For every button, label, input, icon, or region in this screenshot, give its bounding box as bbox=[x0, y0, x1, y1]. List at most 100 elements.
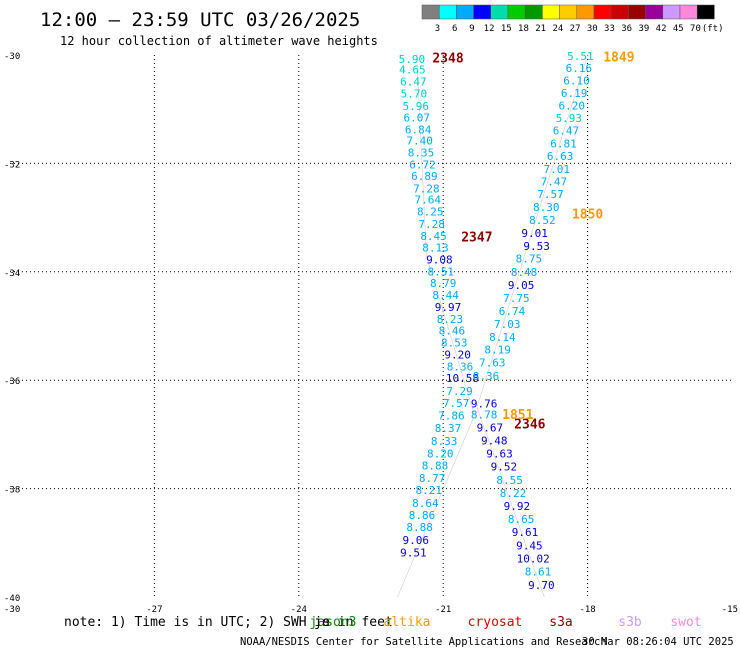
scale-label: 9 bbox=[469, 24, 474, 34]
wave-height-label: 9.61 bbox=[512, 526, 539, 539]
wave-height-label: 8.65 bbox=[508, 513, 535, 526]
y-tick-label: -36 bbox=[4, 377, 20, 387]
x-tick-label: -21 bbox=[435, 605, 451, 615]
chart-subtitle: 12 hour collection of altimeter wave hei… bbox=[60, 34, 378, 48]
y-tick-label: -30 bbox=[4, 52, 20, 62]
wave-height-label: 9.97 bbox=[435, 301, 462, 314]
wave-height-label: 8.77 bbox=[419, 472, 446, 485]
wave-height-label: 9.70 bbox=[528, 579, 555, 592]
track-line bbox=[397, 54, 475, 598]
wave-height-label: 7.01 bbox=[544, 163, 571, 176]
y-tick-label: -40 bbox=[4, 594, 20, 604]
wave-height-label: 9.48 bbox=[481, 434, 508, 447]
wave-height-label: 8.35 bbox=[408, 147, 435, 160]
scale-label: 18 bbox=[518, 24, 529, 34]
scale-label: 3 bbox=[435, 24, 440, 34]
scale-swatch bbox=[576, 4, 595, 20]
wave-height-label: 9.92 bbox=[504, 500, 531, 513]
scale-swatch bbox=[696, 4, 715, 20]
wave-height-label: 7.63 bbox=[479, 356, 506, 369]
satellite-legend-item: altika bbox=[384, 615, 431, 630]
track-line bbox=[476, 54, 588, 598]
wave-height-label: 8.22 bbox=[500, 487, 527, 500]
scale-swatch bbox=[593, 4, 612, 20]
wave-height-label: 8.88 bbox=[422, 459, 449, 472]
time-label: 2347 bbox=[461, 231, 492, 246]
wave-height-label: 9.76 bbox=[471, 398, 498, 411]
scale-label: 45 bbox=[673, 24, 684, 34]
wave-height-label: 7.47 bbox=[541, 175, 568, 188]
scale-swatch bbox=[610, 4, 629, 20]
wave-height-label: 8.36 bbox=[447, 361, 474, 374]
satellite-legend: jason3 altika cryosat s3a s3b swot je bbox=[310, 615, 702, 630]
wave-height-label: 8.52 bbox=[529, 214, 556, 227]
wave-height-label: 10.58 bbox=[446, 372, 479, 385]
wave-height-label: 8.36 bbox=[473, 370, 500, 383]
wave-height-label: 10.02 bbox=[517, 553, 550, 566]
wave-height-label: 6.63 bbox=[547, 150, 574, 163]
legend-overlap-text: je bbox=[314, 615, 330, 630]
satellite-legend-item: cryosat bbox=[468, 615, 523, 630]
wave-height-label: 8.20 bbox=[427, 447, 454, 460]
wave-height-label: 7.57 bbox=[537, 188, 564, 201]
wave-height-label: 6.74 bbox=[499, 305, 526, 318]
time-label: 2348 bbox=[432, 52, 463, 67]
wave-height-label: 8.30 bbox=[533, 201, 560, 214]
scale-swatch bbox=[473, 4, 492, 20]
wave-height-label: 5.96 bbox=[403, 100, 430, 113]
time-label: 1849 bbox=[603, 51, 634, 66]
wave-height-label: 8.13 bbox=[422, 241, 449, 254]
scale-swatch bbox=[559, 4, 578, 20]
wave-height-label: 6.07 bbox=[403, 111, 430, 124]
wave-height-label: 8.48 bbox=[511, 266, 538, 279]
satellite-legend-item: jason3 bbox=[310, 615, 357, 630]
scale-label: 21 bbox=[535, 24, 546, 34]
scale-label: 30 bbox=[587, 24, 598, 34]
wave-height-label: 6.89 bbox=[411, 170, 438, 183]
wave-height-label: 8.23 bbox=[437, 313, 464, 326]
wave-height-label: 7.29 bbox=[446, 385, 473, 398]
x-tick-label: -18 bbox=[579, 605, 595, 615]
scale-swatch bbox=[542, 4, 560, 20]
satellite-tracks bbox=[397, 54, 588, 598]
wave-height-label: 8.25 bbox=[417, 206, 444, 219]
x-tick-label: -15 bbox=[722, 605, 738, 615]
scale-swatch bbox=[662, 4, 681, 20]
wave-height-label: 8.53 bbox=[441, 336, 468, 349]
wave-height-label: 9.63 bbox=[486, 447, 513, 460]
scale-label: 33 bbox=[604, 24, 615, 34]
wave-height-label: 7.57 bbox=[443, 397, 470, 410]
footer-timestamp: 30 Mar 08:26:04 UTC 2025 bbox=[582, 636, 734, 648]
wave-height-label: 9.67 bbox=[477, 421, 504, 434]
wave-height-label: 8.51 bbox=[428, 265, 455, 278]
scale-swatch bbox=[645, 4, 664, 20]
wave-height-label: 9.05 bbox=[508, 279, 535, 292]
wave-height-label: 6.16 bbox=[566, 62, 593, 75]
wave-height-label: 8.33 bbox=[431, 435, 458, 448]
scale-swatch bbox=[507, 4, 526, 20]
x-tick-label: -24 bbox=[291, 605, 307, 615]
wave-height-label: 8.14 bbox=[489, 331, 516, 344]
y-tick-label: -38 bbox=[4, 486, 20, 496]
scale-swatch bbox=[679, 4, 698, 20]
time-label: 1851 bbox=[502, 408, 533, 423]
wave-height-label: 6.47 bbox=[400, 76, 427, 89]
wave-height-label: 9.01 bbox=[521, 227, 548, 240]
grid-lines bbox=[10, 55, 732, 597]
wave-height-label: 7.28 bbox=[418, 218, 445, 231]
wave-height-label: 7.28 bbox=[413, 182, 440, 195]
wave-height-label: 9.20 bbox=[444, 349, 471, 362]
wave-height-label: 8.21 bbox=[416, 484, 443, 497]
wave-height-label: 7.64 bbox=[415, 194, 442, 207]
scale-swatch bbox=[421, 4, 440, 20]
wave-height-labels: 5.904.656.475.705.966.076.847.408.356.72… bbox=[399, 50, 594, 592]
wave-height-label: 6.20 bbox=[558, 99, 585, 112]
wave-height-label: 8.86 bbox=[409, 509, 436, 522]
legend-note: note: 1) Time is in UTC; 2) SWH is in fe… bbox=[64, 615, 393, 630]
wave-height-label: 9.08 bbox=[426, 253, 453, 266]
wave-height-label: 6.19 bbox=[561, 87, 588, 100]
wave-height-label: 9.06 bbox=[403, 534, 430, 547]
wave-height-label: 6.10 bbox=[563, 74, 590, 87]
chart-title: 12:00 — 23:59 UTC 03/26/2025 bbox=[40, 9, 360, 31]
